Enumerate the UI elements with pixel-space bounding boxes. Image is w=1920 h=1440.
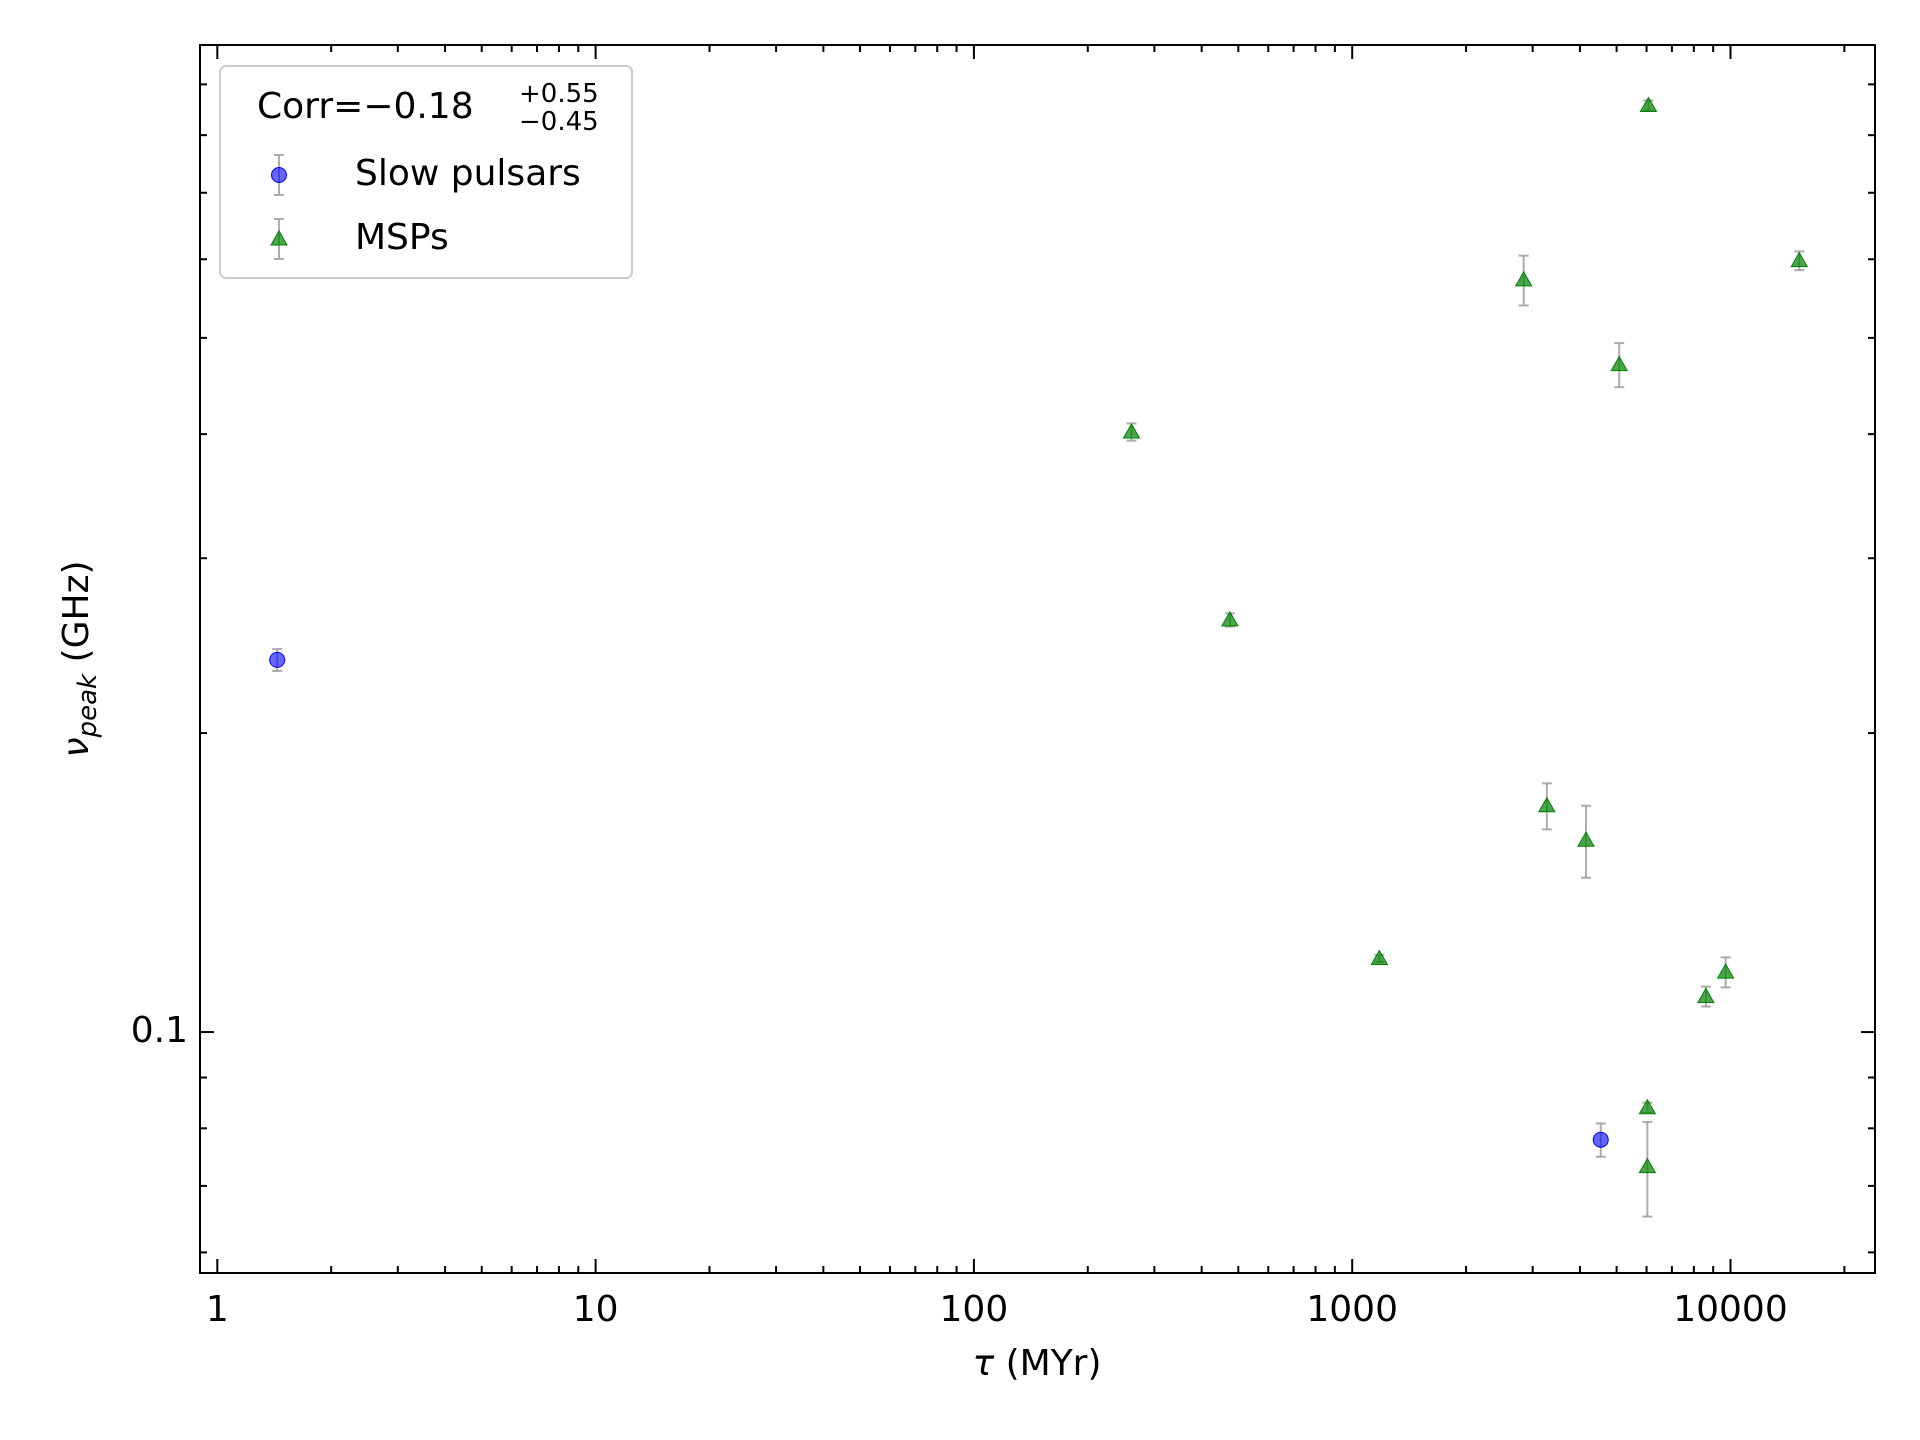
legend-label: MSPs: [355, 217, 449, 258]
y-axis-label: νpeak (GHz): [56, 560, 103, 757]
point: [269, 651, 286, 668]
point: [1716, 963, 1735, 979]
legend-title-sup: +0.55: [519, 79, 599, 109]
x-tick-label: 1000: [1306, 1289, 1398, 1330]
point: [1370, 949, 1389, 965]
point: [1639, 96, 1658, 112]
y-tick-label: 0.1: [131, 1010, 188, 1051]
legend-title: Corr=−0.18 +0.55 −0.45: [257, 79, 599, 137]
legend-title-base: Corr=−0.18: [257, 86, 474, 127]
x-tick-label: 10000: [1673, 1289, 1788, 1330]
point: [1638, 1157, 1657, 1174]
point: [1638, 1098, 1657, 1115]
point: [1592, 1131, 1609, 1148]
legend-marker: [270, 229, 288, 246]
x-tick-label: 100: [940, 1289, 1009, 1330]
point: [1221, 610, 1239, 627]
x-tick-label: 10: [573, 1289, 619, 1330]
legend-title-sub: −0.45: [519, 107, 599, 137]
legend-marker: [271, 167, 287, 183]
point: [1610, 355, 1629, 372]
point: [1514, 270, 1533, 287]
legend-label: Slow pulsars: [355, 153, 581, 194]
x-tick-label: 1: [206, 1289, 229, 1330]
point: [1697, 987, 1715, 1003]
plot-frame: [199, 44, 1876, 1274]
point: [1790, 251, 1809, 268]
legend-box: [219, 65, 633, 279]
point: [1122, 422, 1141, 439]
point: [1537, 796, 1556, 813]
point: [1577, 831, 1595, 847]
x-axis-label: τ (MYr): [972, 1343, 1101, 1384]
